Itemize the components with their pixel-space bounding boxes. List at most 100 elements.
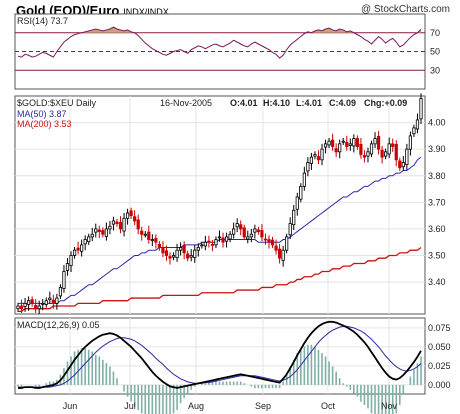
ma200-legend: MA(200) 3.53 [17,119,72,129]
candle-body [55,297,59,304]
candle-body [299,185,303,200]
candle-body [398,160,402,169]
price-y-tick: 4.00 [428,118,446,128]
candle-body [373,138,377,145]
candle-body [108,225,112,230]
quote-open: O:4.01 [230,98,258,108]
candle-body [331,139,335,147]
candle-body [136,219,140,230]
candle-body [277,248,282,259]
candle-body [415,119,420,130]
price-panel: 3.40 3.50 3.60 3.70 3.80 3.90 4.00 $GOLD:$XEU … [14,93,446,315]
candle-body [129,210,133,217]
quote-close: C:4.09 [329,98,356,108]
candle-body [391,143,395,147]
macd-y-tick: 0.000 [428,380,451,390]
candle-body [140,230,144,235]
price-y-tick: 3.50 [428,251,446,261]
candle-body [334,148,338,153]
macd-y-tick: 0.025 [428,361,451,371]
candle-body [338,143,342,153]
candle-body [62,271,66,289]
price-y-tick: 3.60 [428,224,446,234]
candle-body [133,216,137,222]
ma200-line [18,247,422,312]
candle-body [306,162,310,172]
candle-body [412,127,416,135]
candle-body [345,141,349,147]
quote-high: H:4.10 [263,98,290,108]
chart-symbol: INDX/INDX [123,7,169,17]
candle-body [118,222,123,230]
candle-body [285,236,289,251]
macd-panel-frame [14,317,426,395]
candle-body [58,287,63,297]
candle-body [196,247,200,251]
candle-body [23,302,27,307]
quote-date: 16-Nov-2005 [160,98,212,108]
candle-body [224,236,229,242]
rsi-level-label: 50 [430,47,440,57]
candle-body [27,300,31,305]
price-panel-frame [14,95,426,315]
candle-body [214,239,218,246]
candle-body [19,305,24,310]
candle-body [249,233,253,238]
candle-body [260,230,264,238]
candle-body [90,233,94,238]
candle-body [239,224,243,230]
candle-body [37,305,41,310]
price-y-tick: 3.80 [428,171,446,181]
price-y-tick: 3.70 [428,197,446,207]
candle-body [203,241,207,247]
candle-body [72,249,77,256]
candle-body [179,247,183,251]
candle-body [48,297,52,301]
candle-body [83,239,87,245]
price-y-tick: 3.90 [428,144,446,154]
candle-body [256,229,260,232]
candle-body [384,151,388,157]
candle-body [270,239,275,246]
candle-body [69,255,73,267]
candle-body [147,231,151,240]
macd-line [18,320,422,389]
candle-body [295,196,299,210]
macd-y-tick: 0.050 [428,342,451,352]
candle-body [376,136,381,150]
rsi-panel: RSI(14) 73.7 70 50 30 [14,13,440,90]
macd-signal-line [18,325,422,388]
candle-body [327,140,331,146]
candle-body [316,156,321,161]
candle-body [111,220,116,225]
candle-body [122,217,126,232]
candle-body [401,162,405,168]
candle-body [355,138,359,147]
candle-body [281,249,285,261]
candle-body [30,299,34,304]
candle-body [189,255,193,258]
candle-body [405,148,409,165]
rsi-panel-title: RSI(14) 73.7 [17,16,68,26]
macd-y-tick: 0.075 [428,323,451,333]
candle-body [387,143,391,155]
candle-body [87,236,91,243]
candle-body [320,148,324,161]
candle-body [362,155,367,158]
x-tick-label: Jul [124,401,136,411]
rsi-line [17,26,422,59]
candle-body [150,239,154,242]
candle-body [313,154,317,157]
candle-body [175,249,179,259]
candle-body [157,243,162,248]
candle-body [267,239,271,243]
candle-body [182,245,186,254]
candle-body [217,236,222,239]
candle-body [366,151,370,157]
candle-body [232,228,236,235]
candle-body [380,149,384,158]
candle-body [235,223,239,228]
rsi-level-label: 70 [430,28,440,38]
price-y-tick: 3.40 [428,277,446,287]
